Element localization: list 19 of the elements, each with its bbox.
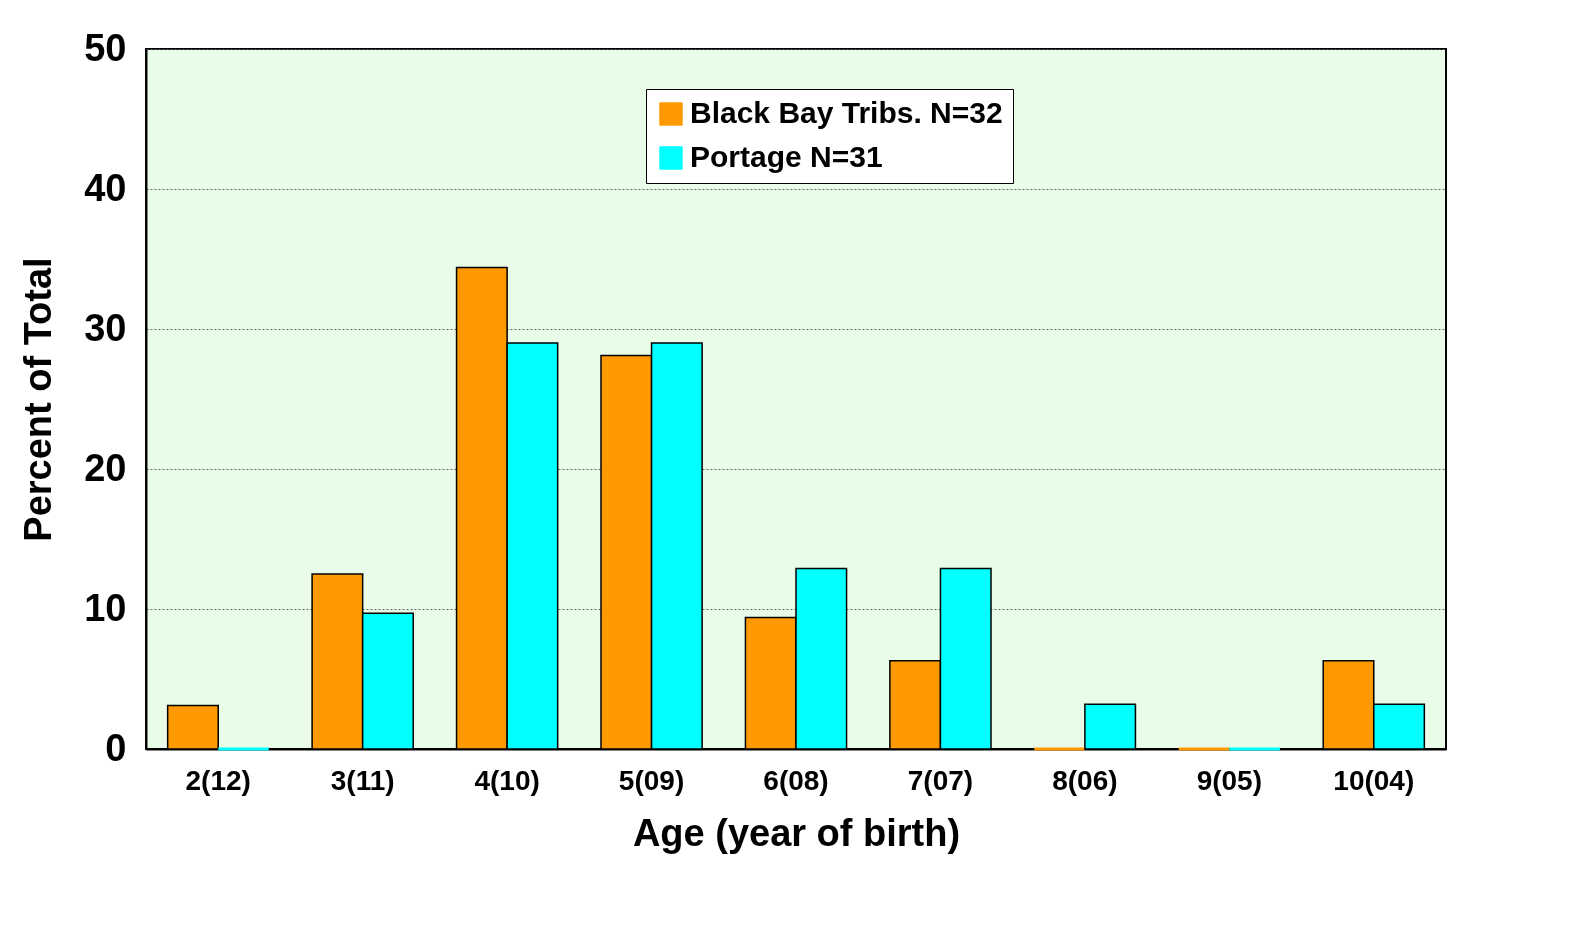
y-tick-label: 10 xyxy=(84,586,127,629)
x-tick-label: 8(06) xyxy=(1052,764,1118,796)
x-tick-label: 2(12) xyxy=(185,764,251,796)
x-tick-label: 6(08) xyxy=(763,764,829,796)
x-tick-label: 10(04) xyxy=(1333,764,1415,796)
x-axis-title: Age (year of birth) xyxy=(632,811,961,854)
x-tick-label: 5(09) xyxy=(618,764,685,796)
y-tick-label: 50 xyxy=(84,26,127,69)
x-tick-label: 9(05) xyxy=(1196,764,1263,796)
x-tick-label: 4(10) xyxy=(474,764,540,796)
x-tick-label: 7(07) xyxy=(907,764,974,796)
y-axis-title: Percent of Total xyxy=(17,257,60,542)
y-tick-label: 20 xyxy=(84,446,127,489)
y-tick-label: 40 xyxy=(84,166,127,209)
x-tick-label: 3(11) xyxy=(330,764,395,796)
legend-label: Black Bay Tribs. N=32 xyxy=(690,96,1003,129)
y-tick-label: 0 xyxy=(105,726,127,769)
y-tick-label: 30 xyxy=(84,306,127,349)
legend-label: Portage N=31 xyxy=(690,140,883,173)
